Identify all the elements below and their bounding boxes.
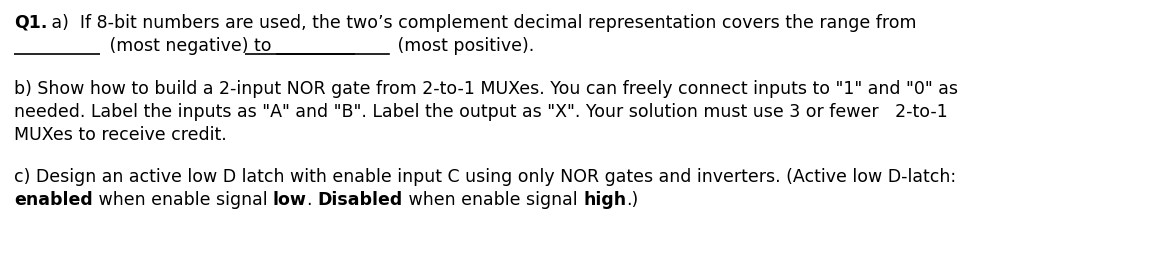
Text: .: . xyxy=(307,191,318,209)
Text: enabled: enabled xyxy=(14,191,93,209)
Text: when enable signal: when enable signal xyxy=(93,191,273,209)
Text: Disabled: Disabled xyxy=(318,191,403,209)
Text: when enable signal: when enable signal xyxy=(403,191,584,209)
Text: high: high xyxy=(584,191,626,209)
Text: Q1.: Q1. xyxy=(14,14,47,32)
Text: a)  If 8-bit numbers are used, the two’s complement decimal representation cover: a) If 8-bit numbers are used, the two’s … xyxy=(46,14,916,32)
Text: (most negative) to: (most negative) to xyxy=(104,37,277,55)
Text: (most positive).: (most positive). xyxy=(392,37,534,55)
Text: MUXes to receive credit.: MUXes to receive credit. xyxy=(14,126,227,144)
Text: b) Show how to build a 2-input NOR gate from 2-to-1 MUXes. You can freely connec: b) Show how to build a 2-input NOR gate … xyxy=(14,80,958,98)
Text: c) Design an active low D latch with enable input C using only NOR gates and inv: c) Design an active low D latch with ena… xyxy=(14,168,956,186)
Text: low: low xyxy=(273,191,307,209)
Text: .): .) xyxy=(626,191,639,209)
Text: needed. Label the inputs as "A" and "B". Label the output as "X". Your solution : needed. Label the inputs as "A" and "B".… xyxy=(14,103,947,121)
